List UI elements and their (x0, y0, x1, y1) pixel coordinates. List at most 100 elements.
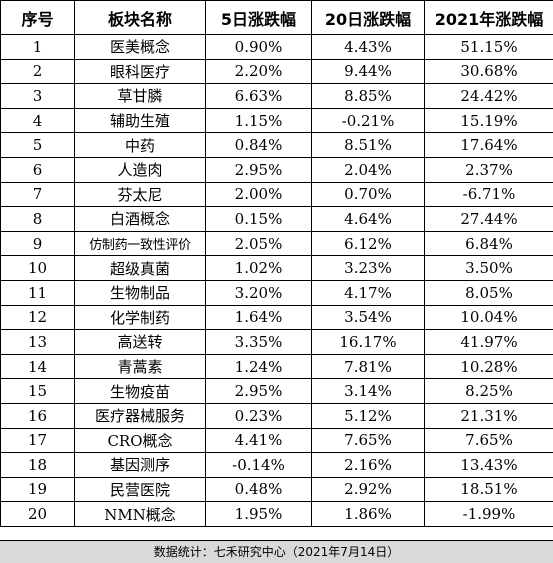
row-index: 14 (0, 353, 75, 380)
change-2021: 17.64% (424, 132, 553, 158)
change-2021: 10.04% (424, 304, 553, 331)
sector-name: 生物制品 (74, 279, 206, 306)
row-index: 10 (0, 255, 75, 281)
row-index: 7 (0, 181, 75, 208)
table-row: 11 生物制品 3.20% 4.17% 8.05% (0, 279, 553, 306)
change-20d: 2.16% (311, 452, 425, 478)
change-5d: 4.41% (205, 427, 312, 454)
change-20d: 4.17% (311, 279, 425, 306)
row-index: 18 (0, 452, 75, 478)
sector-name: 基因测序 (74, 452, 206, 478)
change-20d: 9.44% (311, 58, 425, 85)
row-index: 8 (0, 206, 75, 232)
change-20d: 7.81% (311, 353, 425, 380)
sector-name: CRO概念 (74, 427, 206, 454)
sector-name: 化学制药 (74, 304, 206, 331)
table-row: 2 眼科医疗 2.20% 9.44% 30.68% (0, 58, 553, 85)
change-5d: 2.20% (205, 58, 312, 85)
row-index: 20 (0, 501, 75, 527)
change-20d: 1.86% (311, 501, 425, 527)
change-2021: 13.43% (424, 452, 553, 478)
table-row: 4 辅助生殖 1.15% -0.21% 15.19% (0, 107, 553, 134)
change-2021: 41.97% (424, 329, 553, 355)
header-2021-change: 2021年涨跌幅 (424, 0, 553, 35)
table-row: 19 民营医院 0.48% 2.92% 18.51% (0, 476, 553, 503)
sector-name: 草甘膦 (74, 83, 206, 109)
sector-name: 人造肉 (74, 156, 206, 183)
table-row: 12 化学制药 1.64% 3.54% 10.04% (0, 304, 553, 331)
change-2021: 15.19% (424, 107, 553, 134)
change-5d: 2.00% (205, 181, 312, 208)
change-2021: 18.51% (424, 476, 553, 503)
change-20d: 3.23% (311, 255, 425, 281)
change-5d: 1.24% (205, 353, 312, 380)
change-20d: 6.12% (311, 230, 425, 257)
table-row: 20 NMN概念 1.95% 1.86% -1.99% (0, 501, 553, 527)
sector-name: 辅助生殖 (74, 107, 206, 134)
row-index: 9 (0, 230, 75, 257)
change-2021: -6.71% (424, 181, 553, 208)
sector-name: 医疗器械服务 (74, 402, 206, 429)
table-row: 3 草甘膦 6.63% 8.85% 24.42% (0, 83, 553, 109)
sector-name: 青蒿素 (74, 353, 206, 380)
table-row: 1 医美概念 0.90% 4.43% 51.15% (0, 34, 553, 60)
change-5d: 1.15% (205, 107, 312, 134)
change-5d: 3.35% (205, 329, 312, 355)
change-5d: 0.23% (205, 402, 312, 429)
change-2021: 3.50% (424, 255, 553, 281)
row-index: 16 (0, 402, 75, 429)
row-index: 17 (0, 427, 75, 454)
row-index: 4 (0, 107, 75, 134)
change-5d: 0.90% (205, 34, 312, 60)
change-2021: 27.44% (424, 206, 553, 232)
change-2021: 7.65% (424, 427, 553, 454)
row-index: 5 (0, 132, 75, 158)
change-2021: 8.05% (424, 279, 553, 306)
change-20d: 2.92% (311, 476, 425, 503)
sector-name: 中药 (74, 132, 206, 158)
change-5d: 1.95% (205, 501, 312, 527)
row-index: 19 (0, 476, 75, 503)
change-5d: 2.95% (205, 378, 312, 404)
change-5d: 2.95% (205, 156, 312, 183)
sector-name: 医美概念 (74, 34, 206, 60)
table-row: 13 高送转 3.35% 16.17% 41.97% (0, 329, 553, 355)
change-20d: 4.43% (311, 34, 425, 60)
change-5d: 6.63% (205, 83, 312, 109)
header-row: 序号 板块名称 5日涨跌幅 20日涨跌幅 2021年涨跌幅 (0, 0, 553, 35)
change-2021: 2.37% (424, 156, 553, 183)
row-index: 13 (0, 329, 75, 355)
sector-name: 民营医院 (74, 476, 206, 503)
table-row: 10 超级真菌 1.02% 3.23% 3.50% (0, 255, 553, 281)
table-row: 9 仿制药一致性评价 2.05% 6.12% 6.84% (0, 230, 553, 257)
change-20d: 3.14% (311, 378, 425, 404)
change-20d: 0.70% (311, 181, 425, 208)
change-5d: -0.14% (205, 452, 312, 478)
table-row: 14 青蒿素 1.24% 7.81% 10.28% (0, 353, 553, 380)
sector-name: 生物疫苗 (74, 378, 206, 404)
change-20d: 7.65% (311, 427, 425, 454)
table-body: 1 医美概念 0.90% 4.43% 51.15% 2 眼科医疗 2.20% 9.44% 30.6… (0, 34, 553, 527)
change-20d: 3.54% (311, 304, 425, 331)
change-2021: 8.25% (424, 378, 553, 404)
row-index: 3 (0, 83, 75, 109)
row-index: 6 (0, 156, 75, 183)
table-row: 8 白酒概念 0.15% 4.64% 27.44% (0, 206, 553, 232)
row-index: 2 (0, 58, 75, 85)
change-5d: 0.84% (205, 132, 312, 158)
table-row: 7 芬太尼 2.00% 0.70% -6.71% (0, 181, 553, 208)
source-footer: 数据统计：七禾研究中心（2021年7月14日） (0, 540, 553, 563)
change-20d: 16.17% (311, 329, 425, 355)
sector-name: NMN概念 (74, 501, 206, 527)
header-20d-change: 20日涨跌幅 (311, 0, 425, 35)
change-2021: 21.31% (424, 402, 553, 429)
change-2021: 6.84% (424, 230, 553, 257)
sector-name: 芬太尼 (74, 181, 206, 208)
change-5d: 0.15% (205, 206, 312, 232)
table-row: 16 医疗器械服务 0.23% 5.12% 21.31% (0, 402, 553, 429)
change-5d: 0.48% (205, 476, 312, 503)
change-2021: 51.15% (424, 34, 553, 60)
header-sector-name: 板块名称 (74, 0, 206, 35)
change-20d: 4.64% (311, 206, 425, 232)
